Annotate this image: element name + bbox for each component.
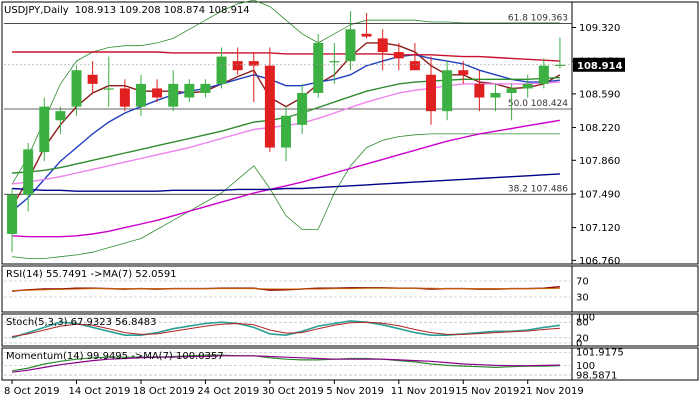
- candle-body-31: [506, 88, 517, 93]
- stoch-frame: [1, 313, 699, 347]
- stoch-title: Stoch(5,3,3) 67.9323 56.8483: [6, 317, 157, 328]
- candle-body-25: [409, 61, 420, 71]
- date-tick-label-6: 11 Nov 2019: [391, 386, 455, 397]
- candle-body-18: [297, 92, 308, 125]
- date-tick-label-7: 15 Nov 2019: [455, 386, 519, 397]
- rsi-tick-label-1: 30: [576, 293, 589, 304]
- bollinger-lower-line: [12, 133, 560, 259]
- price-tick-label-3: 108.220: [579, 123, 620, 134]
- last-price-label: 108.914: [577, 61, 623, 72]
- candle-body-29: [474, 83, 485, 98]
- momentum-tick-label-1: 100: [576, 361, 595, 372]
- candle-body-1: [23, 149, 34, 195]
- candle-body-24: [393, 52, 404, 59]
- price-tick-label-0: 109.320: [579, 23, 620, 34]
- candle-body-0: [7, 194, 18, 234]
- stoch-tick-label-2: 20: [576, 333, 589, 344]
- momentum-line-0: [12, 354, 560, 372]
- candle-body-22: [361, 33, 372, 37]
- bollinger-upper-line: [11, 0, 560, 185]
- candle-body-6: [103, 88, 114, 90]
- last-price-tag: [573, 57, 625, 72]
- candle-body-32: [522, 83, 533, 89]
- candle-body-2: [39, 106, 50, 153]
- moving-average-line-0: [11, 42, 561, 208]
- candle-body-28: [458, 70, 469, 75]
- moving-average-line-5: [12, 173, 560, 192]
- price-tick-label-6: 107.120: [579, 223, 620, 234]
- candle-body-12: [200, 83, 211, 93]
- candle-body-15: [248, 61, 259, 66]
- candle-body-16: [264, 65, 275, 148]
- candle-body-5: [87, 74, 98, 84]
- date-tick-label-3: 24 Oct 2019: [197, 386, 259, 397]
- date-tick-label-0: 8 Oct 2019: [4, 386, 59, 397]
- date-tick-label-5: 5 Nov 2019: [326, 386, 384, 397]
- date-tick-label-4: 30 Oct 2019: [262, 386, 324, 397]
- candle-body-20: [329, 61, 340, 63]
- rsi-title: RSI(14) 55.7491 ->MA(7) 52.0591: [6, 269, 177, 280]
- candle-body-30: [490, 92, 501, 98]
- moving-average-line-1: [11, 54, 560, 212]
- stoch-tick-label-0: 100: [576, 313, 595, 324]
- candle-body-11: [184, 83, 195, 98]
- date-axis: 8 Oct 2019 14 Oct 2019 18 Oct 2019 24 Oct 2…: [4, 380, 584, 397]
- candle-body-8: [135, 83, 146, 107]
- momentum-title: Momentum(14) 99.9495 ->MA(7) 100.0357: [6, 351, 224, 362]
- stoch-line-0: [11, 320, 561, 339]
- candle-body-27: [442, 70, 453, 112]
- date-tick-label-1: 14 Oct 2019: [69, 386, 131, 397]
- candle-body-7: [119, 88, 130, 107]
- price-panel: 61.8 109.363 50.0 108.424 38.2 107.486 109.…: [1, 0, 699, 267]
- rsi-tick-label-0: 70: [576, 277, 589, 288]
- moving-average-line-6: [12, 51, 560, 62]
- rsi-line-1: [12, 287, 560, 292]
- candle-body-14: [232, 61, 243, 71]
- candle-body-17: [281, 115, 291, 148]
- fib-label-1: 50.0 108.424: [508, 99, 568, 109]
- momentum-tick-label-0: 101.9175: [576, 348, 624, 359]
- price-tick-label-2: 108.590: [579, 89, 620, 100]
- stoch-line-1: [12, 321, 560, 337]
- candle-body-4: [71, 70, 82, 107]
- price-tick-label-7: 106.760: [579, 256, 620, 267]
- stoch-tick-label-1: 80: [576, 318, 589, 329]
- rsi-panel: 70 30 RSI(14) 55.7491 ->MA(7) 52.0591: [1, 265, 699, 313]
- candle-body-34: [554, 64, 565, 66]
- candle-body-13: [216, 56, 227, 84]
- fib-label-0: 61.8 109.363: [508, 14, 568, 24]
- chart-title: USDJPY,Daily 108.913 109.208 108.874 108.…: [4, 5, 250, 16]
- candle-body-10: [168, 83, 179, 107]
- price-tick-label-5: 107.490: [579, 189, 620, 200]
- candle-body-21: [345, 29, 356, 62]
- stoch-tick-label-3: 0: [576, 339, 582, 350]
- momentum-line-1: [12, 355, 560, 373]
- candle-body-19: [313, 42, 324, 93]
- candle-body-3: [55, 111, 66, 121]
- price-panel-frame: [1, 1, 699, 265]
- rsi-frame: [1, 265, 699, 313]
- candle-body-33: [538, 65, 549, 84]
- fib-label-2: 38.2 107.486: [508, 184, 568, 194]
- candle-body-26: [426, 74, 437, 112]
- date-tick-label-8: 21 Nov 2019: [520, 386, 584, 397]
- momentum-frame: [1, 347, 699, 381]
- price-tick-label-4: 107.860: [579, 156, 620, 167]
- moving-average-line-4: [12, 119, 561, 238]
- date-tick-label-2: 18 Oct 2019: [133, 386, 195, 397]
- candle-body-23: [377, 38, 388, 53]
- candle-body-9: [152, 88, 163, 98]
- momentum-tick-label-2: 98.5871: [576, 371, 617, 382]
